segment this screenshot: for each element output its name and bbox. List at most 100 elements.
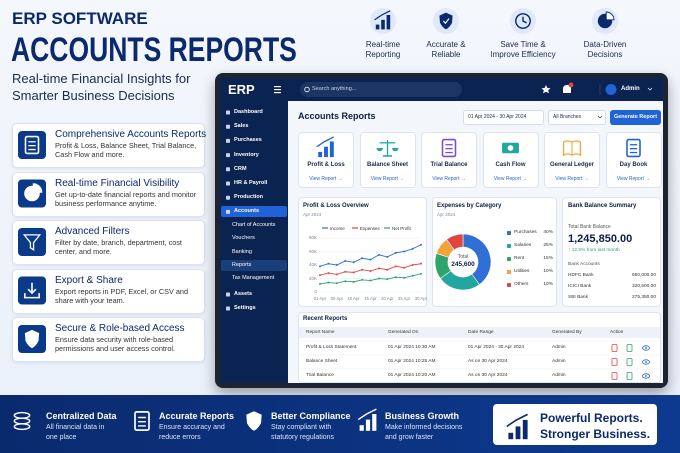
sidebar-active xyxy=(221,206,287,218)
line-point xyxy=(420,272,422,275)
legend-label: Utilities xyxy=(514,269,530,274)
view-icon xyxy=(642,373,650,379)
menu-icon xyxy=(274,86,281,88)
line-point xyxy=(411,247,414,250)
y-tick-label: 60K xyxy=(308,248,317,254)
line-point xyxy=(352,280,355,283)
icon xyxy=(605,11,615,21)
bottom-title: Accurate Reports xyxy=(159,411,235,421)
feature-title: Real-time Financial Visibility xyxy=(55,177,180,189)
star-icon xyxy=(541,85,551,94)
feature-description: Profit & Loss, Balance Sheet, Trial Bala… xyxy=(55,141,197,159)
bank-amount: 320,500.00 xyxy=(631,284,656,289)
sidebar-item[interactable]: Accounts xyxy=(234,208,260,215)
report-card-link[interactable]: View Report → xyxy=(616,176,651,182)
line-point xyxy=(319,274,321,277)
icon xyxy=(359,425,364,431)
icon xyxy=(372,414,377,431)
table-cell: Admin xyxy=(552,345,566,350)
search-box[interactable] xyxy=(300,82,462,97)
report-card-link[interactable]: View Report → xyxy=(309,176,343,182)
sidebar-item[interactable]: Assets xyxy=(234,291,253,297)
sidebar-icon xyxy=(226,181,230,186)
icon xyxy=(134,411,150,431)
report-card[interactable] xyxy=(421,132,477,188)
value-label: 40% xyxy=(543,230,553,235)
line-point xyxy=(361,278,364,281)
line-point xyxy=(369,258,372,261)
icon xyxy=(13,423,31,431)
recent-card xyxy=(298,312,661,383)
generate-button-label[interactable]: Generate Report xyxy=(613,114,658,120)
report-card-link[interactable]: View Report → xyxy=(493,176,528,182)
sidebar-item[interactable]: HR & Payroll xyxy=(234,180,268,186)
bank-accounts-label: Bank Accounts xyxy=(568,262,600,267)
report-card[interactable] xyxy=(605,132,662,188)
line-point xyxy=(403,266,406,269)
sidebar-item[interactable]: Dashboard xyxy=(234,109,263,115)
sidebar-item[interactable]: CRM xyxy=(234,165,247,172)
report-card[interactable] xyxy=(544,132,600,188)
user-name[interactable]: Admin xyxy=(621,86,640,92)
icon xyxy=(24,135,40,155)
user-caret xyxy=(647,87,653,91)
report-card-link[interactable]: View Report → xyxy=(555,176,589,182)
report-card-name: Trial Balance xyxy=(430,162,468,168)
report-card-name: Profit & Loss xyxy=(307,162,345,168)
line-point xyxy=(361,268,364,271)
sidebar-item[interactable]: Sales xyxy=(234,123,249,130)
line-point xyxy=(386,278,389,281)
sidebar-subitem[interactable]: Chart of Accounts xyxy=(232,222,276,228)
generate-button[interactable] xyxy=(610,110,661,125)
table-cell: Admin xyxy=(552,359,566,364)
line-point xyxy=(369,279,372,282)
sidebar-active xyxy=(221,259,287,271)
view-icon xyxy=(642,345,650,351)
icon xyxy=(382,155,393,157)
line-point xyxy=(394,265,397,268)
excel-icon xyxy=(626,344,633,352)
icon xyxy=(506,413,528,428)
icon xyxy=(522,16,527,24)
sidebar-item[interactable]: Production xyxy=(234,194,264,201)
sidebar-item[interactable]: Purchases xyxy=(234,137,262,144)
icon xyxy=(22,234,42,251)
legend-swatch xyxy=(507,283,511,287)
icon xyxy=(28,335,36,343)
value-label: 25% xyxy=(543,243,553,248)
sidebar-subitem[interactable]: Tax Management xyxy=(232,275,275,282)
sidebar-icon xyxy=(226,167,230,172)
date-range: 01 Apr 2024 - 30 Apr 2024 xyxy=(468,114,527,120)
legend-label: Others xyxy=(514,282,529,287)
bank-total-label: Total Bank Balance xyxy=(568,224,611,230)
legend-swatch xyxy=(507,244,511,248)
sidebar-subitem[interactable]: Reports xyxy=(232,261,252,268)
legend-swatch xyxy=(507,270,511,274)
y-tick-label: 40K xyxy=(308,262,317,267)
date-picker[interactable] xyxy=(463,110,544,125)
table-cell: As on 30 Apr 2024 xyxy=(468,373,508,378)
report-card-link[interactable]: View Report → xyxy=(370,176,405,182)
report-card-link[interactable]: View Report → xyxy=(432,176,466,182)
sidebar-subitem[interactable]: Vouchers xyxy=(232,235,255,242)
menu-icon xyxy=(274,89,281,91)
sidebar-subitem[interactable]: Banking xyxy=(232,248,252,255)
legend-label: Income xyxy=(330,225,345,231)
highlight-label: Accurate & xyxy=(426,40,466,49)
line-point xyxy=(335,273,338,276)
icon xyxy=(13,417,31,425)
legend-label: Rent xyxy=(514,256,525,261)
highlight-label: Improve Efficiency xyxy=(490,50,556,59)
bank-total: 1,245,850.00 xyxy=(568,233,633,245)
report-card[interactable] xyxy=(482,132,539,188)
sidebar-item[interactable]: Settings xyxy=(234,305,256,311)
value-label: 10% xyxy=(543,269,553,274)
branch-select[interactable] xyxy=(548,110,606,125)
bank-change: ↑ 12.5% from last month xyxy=(568,248,620,253)
icon xyxy=(507,145,514,151)
sidebar-item[interactable]: Inventory xyxy=(234,151,259,158)
line-point xyxy=(420,262,422,265)
bottom-description: and grow faster xyxy=(385,433,434,441)
legend-swatch xyxy=(507,231,511,235)
icon xyxy=(27,288,37,295)
